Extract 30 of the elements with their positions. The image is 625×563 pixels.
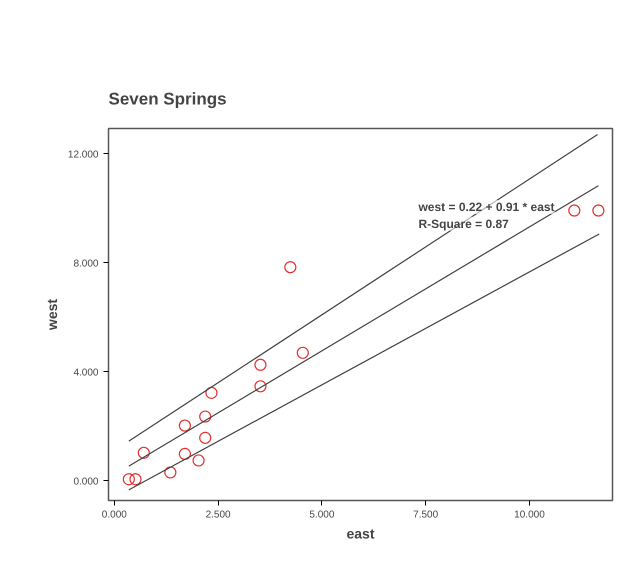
y-tick-label: 8.000 (73, 258, 99, 270)
y-tick-label: 0.000 (73, 476, 99, 488)
point (192, 454, 205, 467)
point (178, 448, 191, 460)
point (122, 473, 135, 486)
point (199, 432, 212, 444)
annotation: west = 0.22 + 0.91 * east (417, 200, 555, 214)
y-tick-label: 12.000 (68, 149, 99, 160)
y-axis-title: west (44, 298, 60, 332)
point (284, 261, 296, 274)
point (296, 346, 309, 359)
point (164, 466, 176, 479)
point (254, 380, 267, 392)
x-tick-label: 7.500 (413, 510, 439, 520)
annotation: R-Square = 0.87 (418, 216, 510, 231)
x-axis-title: east (346, 526, 375, 542)
point (129, 473, 142, 486)
point (199, 410, 212, 423)
point (592, 204, 604, 217)
y-tick-label: 4.000 (73, 367, 99, 378)
x-tick-label: 5.000 (309, 510, 335, 520)
point (178, 419, 191, 432)
x-tick-label: 10.000 (514, 510, 546, 520)
point (254, 358, 267, 371)
point (205, 386, 218, 399)
point (138, 446, 150, 459)
chart-title: Seven Springs (108, 90, 227, 108)
point (568, 204, 580, 217)
x-tick-label: 0.000 (102, 510, 128, 520)
x-tick-label: 2.500 (206, 510, 232, 520)
